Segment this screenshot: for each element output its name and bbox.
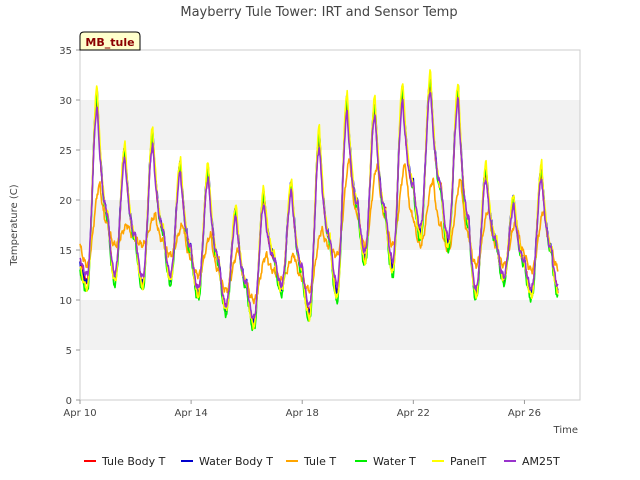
legend-label-water-body-t: Water Body T: [199, 455, 273, 468]
x-tick-label: Apr 26: [508, 408, 541, 419]
x-tick-label: Apr 18: [286, 408, 319, 419]
x-tick-label: Apr 10: [63, 408, 96, 419]
x-tick-label: Apr 14: [175, 408, 208, 419]
y-tick-label: 30: [59, 96, 72, 107]
legend-label-panelt: PanelT: [450, 455, 487, 468]
badge-shape: [79, 31, 141, 51]
y-tick-label: 5: [66, 346, 72, 357]
legend: Tule Body T Water Body T Tule T Water T Pane…: [84, 455, 560, 468]
chart-title: Mayberry Tule Tower: IRT and Sensor Temp: [180, 5, 457, 20]
band: [80, 100, 580, 150]
station-badge: MB_tule: [79, 31, 141, 51]
y-tick-label: 10: [59, 296, 72, 307]
y-tick-label: 0: [66, 396, 72, 407]
series-line-am25t: [79, 92, 559, 319]
series-lines: [79, 69, 559, 332]
legend-label-tule-t: Tule T: [303, 455, 336, 468]
y-tick-label: 25: [59, 146, 72, 157]
y-axis-label: Temperature (C): [9, 184, 20, 266]
x-tick-label: Apr 22: [397, 408, 430, 419]
badge-label: MB_tule: [85, 36, 134, 49]
plot-bands: [80, 100, 580, 350]
legend-label-water-t: Water T: [373, 455, 416, 468]
y-tick-label: 35: [59, 46, 72, 57]
legend-label-am25t: AM25T: [522, 455, 560, 468]
y-tick-label: 20: [59, 196, 72, 207]
x-axis-label: Time: [553, 425, 578, 436]
band: [80, 300, 580, 350]
y-tick-label: 15: [59, 246, 72, 257]
series-line-tule-t: [79, 158, 559, 305]
y-axis: 0 5 10 15 20 25 30 35: [59, 46, 80, 407]
x-axis: Apr 10 Apr 14 Apr 18 Apr 22 Apr 26: [63, 400, 541, 419]
plot-frame: [79, 49, 581, 401]
legend-label-tule-body-t: Tule Body T: [101, 455, 166, 468]
